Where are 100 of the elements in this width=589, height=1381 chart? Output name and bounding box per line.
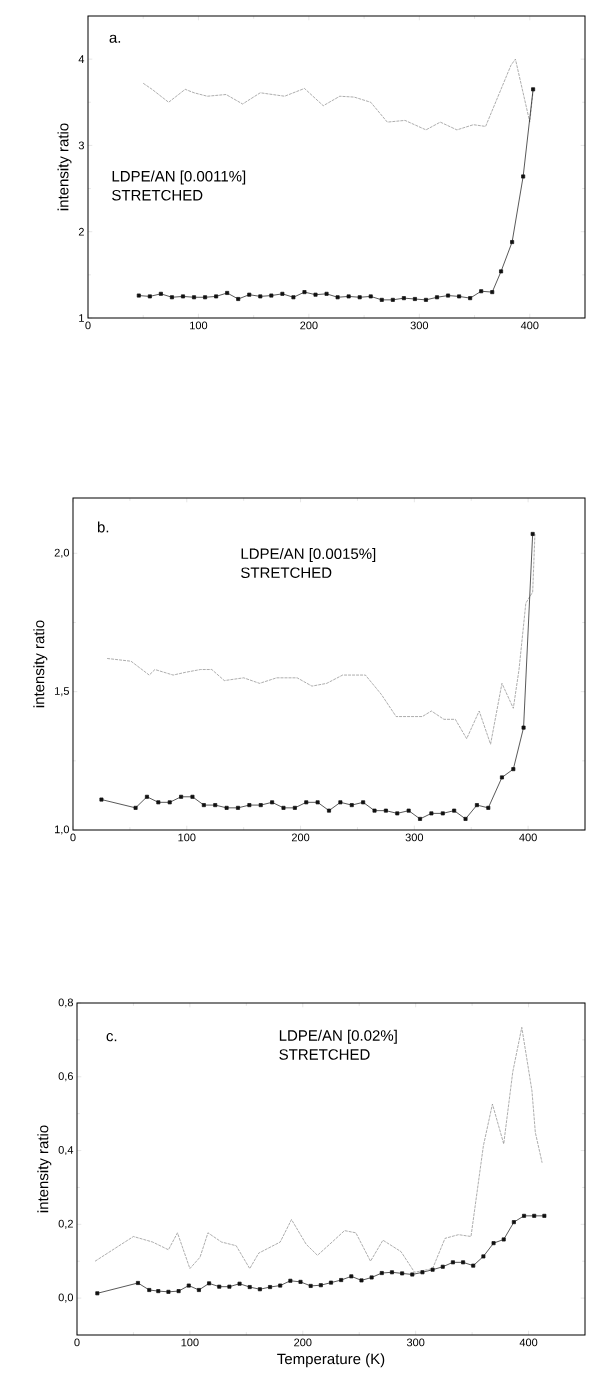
point <box>452 808 457 813</box>
x-tick-label: 300 <box>406 1338 425 1347</box>
point <box>298 1279 303 1284</box>
point <box>281 805 286 810</box>
x-tick-label: 200 <box>294 1338 312 1347</box>
point <box>359 1278 364 1283</box>
x-tick-label: 200 <box>300 321 318 330</box>
point <box>349 803 354 808</box>
point <box>468 296 473 301</box>
point <box>236 297 241 301</box>
point <box>542 1213 547 1218</box>
point <box>338 800 343 805</box>
point <box>532 1213 537 1218</box>
point <box>213 803 218 808</box>
x-tick-label: 400 <box>519 833 537 842</box>
point <box>390 1270 394 1275</box>
point <box>418 816 422 821</box>
point <box>145 794 149 799</box>
y-tick-label: 3 <box>78 141 84 150</box>
y-tick-label: 4 <box>78 55 85 63</box>
y-tick-label: 1,0 <box>55 825 70 835</box>
point <box>99 797 104 802</box>
point <box>237 1281 242 1286</box>
point <box>406 808 411 813</box>
point <box>167 800 172 805</box>
x-tick-label: 0 <box>70 833 76 842</box>
point <box>324 291 329 296</box>
point <box>440 811 445 816</box>
point <box>522 1213 526 1218</box>
point <box>395 811 400 816</box>
point <box>179 794 184 799</box>
y-tick-label: 0,8 <box>58 998 73 1008</box>
y-tick-label: 0,6 <box>58 1072 73 1082</box>
point <box>327 808 331 813</box>
point <box>486 805 491 810</box>
point <box>490 290 495 295</box>
annotation: b. <box>97 521 109 533</box>
point <box>361 800 366 805</box>
point <box>288 1278 293 1283</box>
point <box>207 1281 212 1286</box>
y-tick-label: 1,5 <box>55 687 69 697</box>
y-tick-label: 1 <box>79 314 84 322</box>
point <box>247 292 252 297</box>
x-tick-label: 0 <box>74 1338 80 1347</box>
point <box>401 296 406 301</box>
annotation: LDPE/AN [0.02%] <box>279 1029 397 1044</box>
point <box>258 294 263 299</box>
point <box>500 775 504 780</box>
annotation: a. <box>109 34 121 43</box>
point <box>227 1284 232 1289</box>
point <box>368 294 373 299</box>
point <box>510 240 515 244</box>
point <box>136 293 141 298</box>
point <box>186 1283 191 1288</box>
point <box>95 1291 100 1296</box>
x-tick-label: 100 <box>178 833 196 842</box>
point <box>410 1272 415 1277</box>
annotation: STRETCHED <box>241 567 332 579</box>
point <box>292 805 297 810</box>
point <box>346 294 351 299</box>
y-tick-label: 2 <box>78 227 84 236</box>
point <box>349 1274 354 1279</box>
x-tick-label: 300 <box>410 321 429 330</box>
point <box>147 1288 152 1292</box>
point <box>203 295 208 300</box>
point <box>224 805 229 810</box>
point <box>136 1281 140 1285</box>
annotation: LDPE/AN [0.0011%] <box>112 170 246 185</box>
y-tick-label: 2,0 <box>54 548 70 558</box>
annotation: LDPE/AN [0.0015%] <box>241 548 376 562</box>
annotation: STRETCHED <box>112 189 203 201</box>
point <box>481 1254 486 1259</box>
point <box>166 1289 171 1294</box>
point <box>318 1283 323 1288</box>
point <box>268 1285 272 1289</box>
point <box>315 800 320 805</box>
point <box>214 294 219 299</box>
point <box>176 1289 181 1294</box>
point <box>302 290 307 295</box>
point <box>313 292 318 297</box>
point <box>133 805 138 810</box>
point <box>270 800 275 805</box>
point <box>339 1278 344 1282</box>
point <box>499 269 504 274</box>
point <box>156 800 161 805</box>
x-tick-label: 400 <box>519 1338 538 1347</box>
point <box>280 291 285 296</box>
point <box>383 808 388 813</box>
point <box>420 1270 425 1275</box>
x-tick-label: 300 <box>405 833 424 842</box>
x-axis-title: Temperature (K) <box>277 1353 385 1368</box>
point <box>400 1271 405 1276</box>
point <box>201 803 206 808</box>
x-tick-label: 100 <box>181 1338 199 1347</box>
point <box>369 1275 374 1280</box>
point <box>412 297 417 301</box>
line-series <box>142 58 534 131</box>
point <box>169 295 174 300</box>
point <box>511 1220 516 1225</box>
point <box>372 808 377 813</box>
